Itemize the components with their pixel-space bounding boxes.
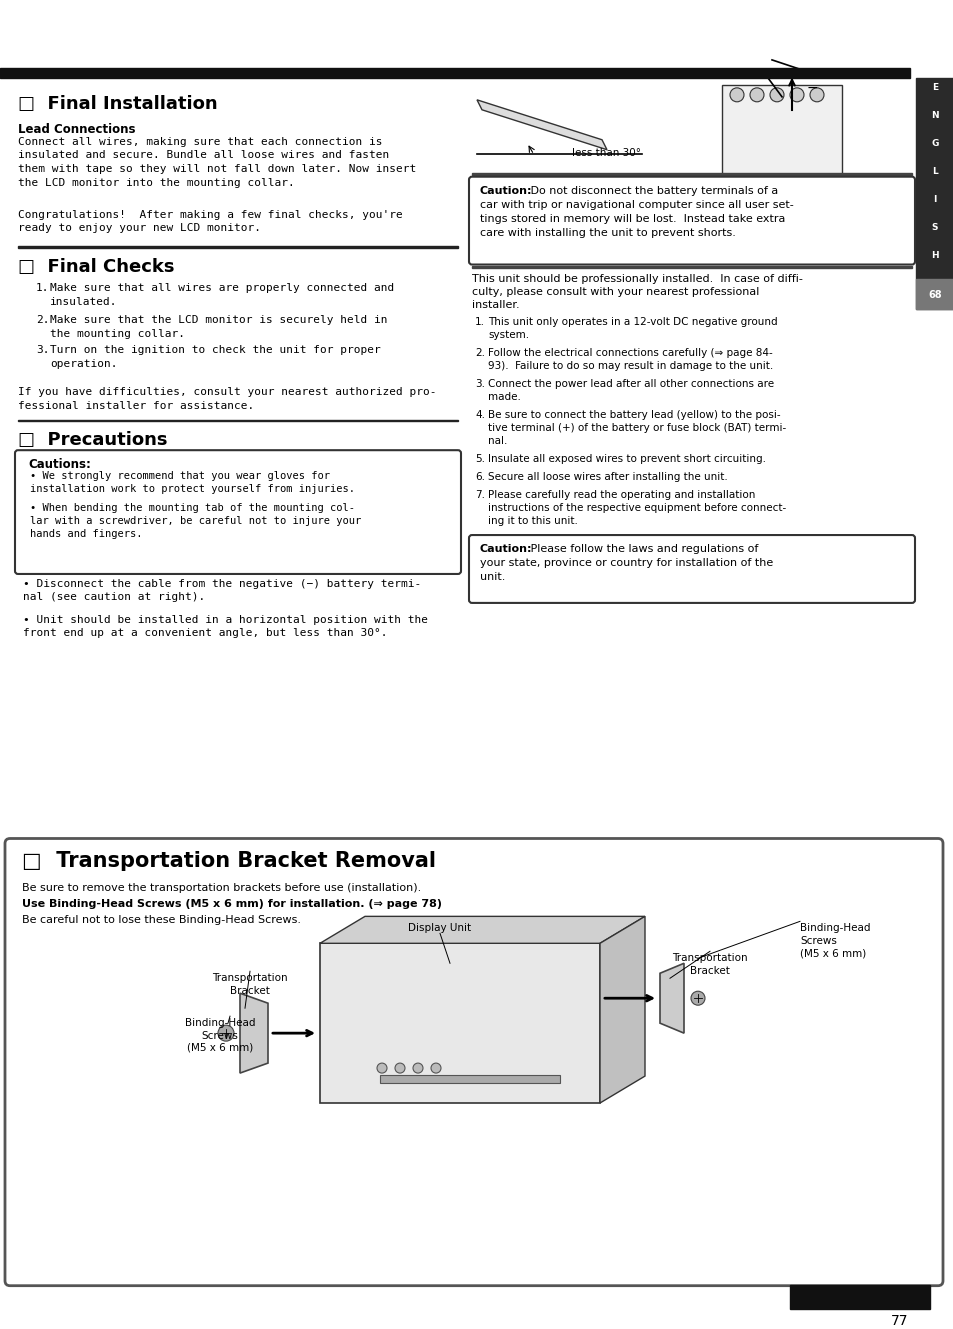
Text: tings stored in memory will be lost.  Instead take extra: tings stored in memory will be lost. Ins… xyxy=(479,214,784,223)
Text: 1.: 1. xyxy=(36,283,50,294)
Text: Make sure that all wires are properly connected and
insulated.: Make sure that all wires are properly co… xyxy=(50,283,394,307)
Circle shape xyxy=(769,88,783,102)
Text: 4.: 4. xyxy=(475,411,484,420)
Text: 2.: 2. xyxy=(36,315,50,326)
Circle shape xyxy=(789,88,803,102)
Text: • We strongly recommend that you wear gloves for
installation work to protect yo: • We strongly recommend that you wear gl… xyxy=(30,472,355,494)
Text: H: H xyxy=(930,251,938,260)
Bar xyxy=(915,78,953,310)
Text: Binding-Head
Screws
(M5 x 6 mm): Binding-Head Screws (M5 x 6 mm) xyxy=(185,1018,255,1053)
Text: □  Final Installation: □ Final Installation xyxy=(18,94,217,113)
Text: • When bending the mounting tab of the mounting col-
lar with a screwdriver, be : • When bending the mounting tab of the m… xyxy=(30,504,361,540)
Text: Do not disconnect the battery terminals of a: Do not disconnect the battery terminals … xyxy=(526,186,778,195)
Bar xyxy=(0,68,909,78)
FancyBboxPatch shape xyxy=(469,536,914,603)
Text: Transportation
Bracket: Transportation Bracket xyxy=(672,953,747,975)
Text: Congratulations!  After making a few final checks, you're
ready to enjoy your ne: Congratulations! After making a few fina… xyxy=(18,210,402,233)
Text: your state, province or country for installation of the: your state, province or country for inst… xyxy=(479,558,773,567)
Text: Please carefully read the operating and installation
instructions of the respect: Please carefully read the operating and … xyxy=(488,490,785,526)
Text: 3.: 3. xyxy=(475,379,484,389)
Circle shape xyxy=(690,991,704,1005)
Text: Caution:: Caution: xyxy=(479,544,532,554)
Bar xyxy=(379,1075,559,1083)
Polygon shape xyxy=(319,917,644,944)
Text: 7.: 7. xyxy=(475,490,484,500)
Text: Binding-Head
Screws
(M5 x 6 mm): Binding-Head Screws (M5 x 6 mm) xyxy=(800,924,869,958)
Text: 1.: 1. xyxy=(475,318,484,327)
Text: • Disconnect the cable from the negative (−) battery termi-
nal (see caution at : • Disconnect the cable from the negative… xyxy=(23,579,421,602)
Text: • Unit should be installed in a horizontal position with the
front end up at a c: • Unit should be installed in a horizont… xyxy=(23,615,428,638)
FancyBboxPatch shape xyxy=(469,177,914,264)
Text: Be sure to connect the battery lead (yellow) to the posi-
tive terminal (+) of t: Be sure to connect the battery lead (yel… xyxy=(488,411,785,445)
Text: This unit only operates in a 12-volt DC negative ground
system.: This unit only operates in a 12-volt DC … xyxy=(488,318,777,340)
Text: Please follow the laws and regulations of: Please follow the laws and regulations o… xyxy=(526,544,758,554)
Text: Caution:: Caution: xyxy=(479,186,532,195)
Text: □  Precautions: □ Precautions xyxy=(18,431,168,449)
Circle shape xyxy=(395,1063,405,1073)
Text: L: L xyxy=(931,167,937,177)
Text: care with installing the unit to prevent shorts.: care with installing the unit to prevent… xyxy=(479,227,735,238)
Text: less than 30°: less than 30° xyxy=(572,148,640,158)
Text: G: G xyxy=(930,140,938,149)
Bar xyxy=(721,85,841,179)
Text: Secure all loose wires after installing the unit.: Secure all loose wires after installing … xyxy=(488,472,727,482)
Text: 77: 77 xyxy=(890,1313,908,1328)
Text: E: E xyxy=(931,84,937,92)
Text: Connect the power lead after all other connections are
made.: Connect the power lead after all other c… xyxy=(488,379,773,403)
Text: Cautions:: Cautions: xyxy=(28,459,91,472)
Text: If you have difficulties, consult your nearest authorized pro-
fessional install: If you have difficulties, consult your n… xyxy=(18,387,436,411)
Bar xyxy=(915,279,953,310)
FancyBboxPatch shape xyxy=(15,451,460,574)
Circle shape xyxy=(431,1063,440,1073)
Text: I: I xyxy=(932,195,936,205)
Text: 6.: 6. xyxy=(475,472,484,482)
Polygon shape xyxy=(476,100,606,150)
Text: Be sure to remove the transportation brackets before use (installation).: Be sure to remove the transportation bra… xyxy=(22,884,421,893)
Text: unit.: unit. xyxy=(479,571,505,582)
Circle shape xyxy=(729,88,743,102)
Text: Lead Connections: Lead Connections xyxy=(18,122,135,136)
Text: Turn on the ignition to check the unit for proper
operation.: Turn on the ignition to check the unit f… xyxy=(50,346,380,369)
Text: Make sure that the LCD monitor is securely held in
the mounting collar.: Make sure that the LCD monitor is secure… xyxy=(50,315,387,339)
Text: □  Final Checks: □ Final Checks xyxy=(18,258,174,275)
Bar xyxy=(789,1285,929,1309)
Text: 3.: 3. xyxy=(36,346,50,355)
Polygon shape xyxy=(240,993,268,1073)
Text: CQ-VAD9300U: CQ-VAD9300U xyxy=(813,1314,905,1328)
Text: −: − xyxy=(806,81,818,94)
Text: car with trip or navigational computer since all user set-: car with trip or navigational computer s… xyxy=(479,199,793,210)
Text: Use Binding-Head Screws (M5 x 6 mm) for installation. (⇒ page 78): Use Binding-Head Screws (M5 x 6 mm) for … xyxy=(22,900,441,909)
Bar xyxy=(319,944,599,1103)
Polygon shape xyxy=(599,917,644,1103)
Circle shape xyxy=(376,1063,387,1073)
Text: 5.: 5. xyxy=(475,455,484,464)
Polygon shape xyxy=(659,964,683,1033)
Circle shape xyxy=(218,1025,233,1041)
Text: Be careful not to lose these Binding-Head Screws.: Be careful not to lose these Binding-Hea… xyxy=(22,916,301,925)
Text: Display Unit: Display Unit xyxy=(408,924,471,933)
Text: S: S xyxy=(931,223,937,233)
Circle shape xyxy=(809,88,823,102)
Text: Insulate all exposed wires to prevent short circuiting.: Insulate all exposed wires to prevent sh… xyxy=(488,455,765,464)
Text: N: N xyxy=(930,112,938,121)
Circle shape xyxy=(749,88,763,102)
Text: 2.: 2. xyxy=(475,348,484,359)
Circle shape xyxy=(413,1063,422,1073)
Text: Transportation
Bracket: Transportation Bracket xyxy=(212,973,288,995)
Text: This unit should be professionally installed.  In case of diffi-
culty, please c: This unit should be professionally insta… xyxy=(472,274,802,310)
Text: 68: 68 xyxy=(927,291,941,300)
Text: Connect all wires, making sure that each connection is
insulated and secure. Bun: Connect all wires, making sure that each… xyxy=(18,137,416,187)
Text: □  Transportation Bracket Removal: □ Transportation Bracket Removal xyxy=(22,852,436,872)
FancyBboxPatch shape xyxy=(5,839,942,1285)
Text: Follow the electrical connections carefully (⇒ page 84-
93).  Failure to do so m: Follow the electrical connections carefu… xyxy=(488,348,773,371)
